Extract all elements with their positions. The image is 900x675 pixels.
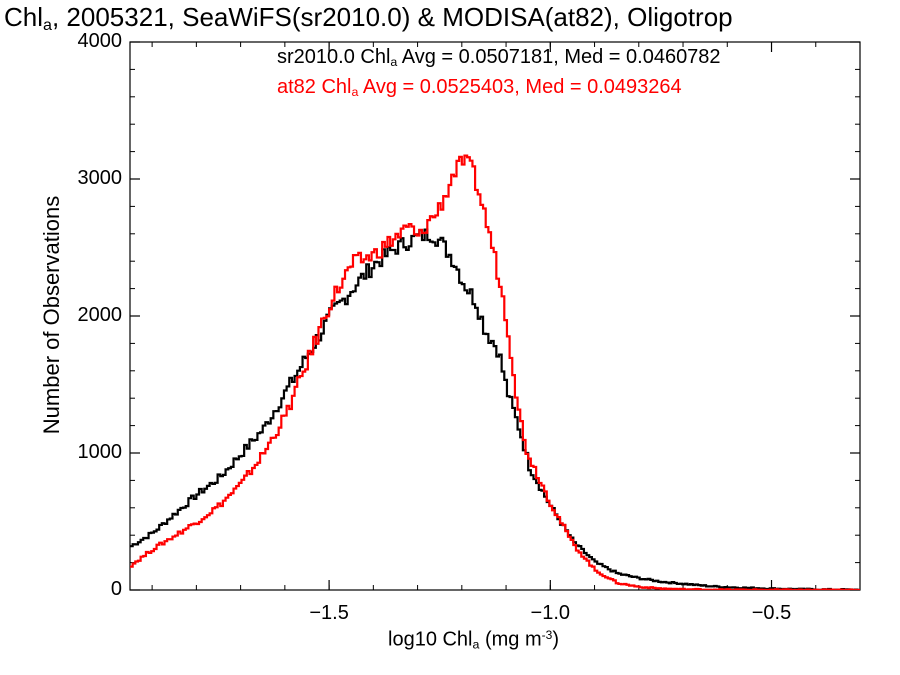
- series-at82-histogram: [130, 154, 860, 590]
- y-tick-label: 2000: [77, 304, 123, 326]
- series-sr2010-histogram: [130, 228, 860, 590]
- x-tick-label: −1.5: [309, 602, 349, 624]
- y-tick-label: 0: [110, 578, 122, 600]
- y-tick-label: 3000: [77, 167, 123, 189]
- legend-entry-sr2010: sr2010.0 Chla Avg = 0.0507181, Med = 0.0…: [277, 46, 721, 70]
- axes-frame: [129, 41, 861, 591]
- y-tick-label: 4000: [77, 30, 123, 52]
- x-tick-label: −0.5: [751, 602, 792, 624]
- plot-area: [129, 41, 861, 591]
- legend-entry-at82: at82 Chla Avg = 0.0525403, Med = 0.04932…: [277, 76, 682, 100]
- x-tick-label: −1.0: [530, 602, 571, 624]
- chart-title: Chla, 2005321, SeaWiFS(sr2010.0) & MODIS…: [4, 2, 733, 35]
- x-axis-label: log10 Chla (mg m-3): [388, 628, 559, 652]
- y-tick-label: 1000: [77, 441, 123, 463]
